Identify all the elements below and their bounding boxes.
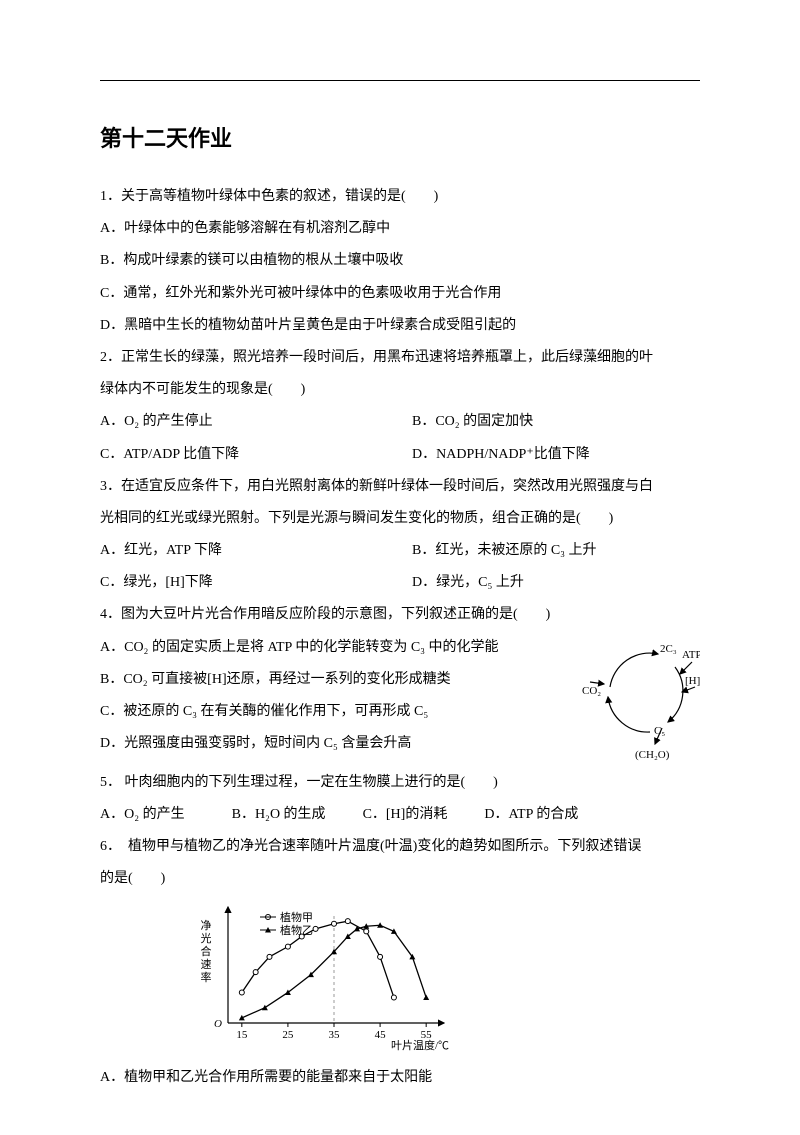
q4-label-ch2o: (CH₂O) (635, 749, 670, 761)
q6-stem-1: 6． 植物甲与植物乙的净光合速率随叶片温度(叶温)变化的趋势如图所示。下列叙述错… (100, 831, 700, 863)
svg-text:45: 45 (375, 1029, 387, 1041)
q5-option-a: A．O₂ 的产生 (100, 807, 185, 822)
svg-text:率: 率 (201, 970, 212, 984)
q1-option-d: D．黑暗中生长的植物幼苗叶片呈黄色是由于叶绿素合成受阻引起的 (100, 310, 700, 342)
q2-option-c: C．ATP/ADP 比值下降 (100, 439, 412, 471)
q2-stem-2: 绿体内不可能发生的现象是( ) (100, 374, 700, 406)
q4-stem: 4．图为大豆叶片光合作用暗反应阶段的示意图，下列叙述正确的是( ) (100, 599, 700, 631)
q3-option-d: D．绿光，C₅ 上升 (412, 567, 700, 599)
page-title: 第十二天作业 (100, 121, 700, 153)
q1-stem: 1．关于高等植物叶绿体中色素的叙述，错误的是( ) (100, 181, 700, 213)
q4-label-h: [H] (685, 675, 700, 687)
q5-stem: 5． 叶肉细胞内的下列生理过程，一定在生物膜上进行的是( ) (100, 767, 700, 799)
svg-text:O: O (214, 1018, 222, 1030)
q3-stem-2: 光相同的红光或绿光照射。下列是光源与瞬间发生变化的物质，组合正确的是( ) (100, 503, 700, 535)
q3-option-c: C．绿光，[H]下降 (100, 567, 412, 599)
svg-text:植物甲: 植物甲 (280, 910, 313, 924)
q1-option-c: C．通常，红外光和紫外光可被叶绿体中的色素吸收用于光合作用 (100, 278, 700, 310)
q5-option-c: C．[H]的消耗 (363, 807, 448, 822)
q4-body: A．CO₂ 的固定实质上是将 ATP 中的化学能转变为 C₃ 中的化学能 B．C… (100, 632, 700, 767)
svg-text:速: 速 (201, 958, 212, 971)
q3-stem-1: 3．在适宜反应条件下，用白光照射离体的新鲜叶绿体一段时间后，突然改用光照强度与白 (100, 471, 700, 503)
q6-chart: O1525354555叶片温度/℃净光合速率植物甲植物乙 (190, 901, 700, 1056)
svg-text:35: 35 (329, 1029, 341, 1041)
q5-options: A．O₂ 的产生 B．H₂O 的生成 C．[H]的消耗 D．ATP 的合成 (100, 799, 700, 831)
q4-option-d: D．光照强度由强变弱时，短时间内 C₅ 含量会升高 (100, 728, 580, 760)
document-page: 第十二天作业 1．关于高等植物叶绿体中色素的叙述，错误的是( ) A．叶绿体中的… (0, 0, 800, 1135)
q5-option-b: B．H₂O 的生成 (232, 807, 326, 822)
top-rule (100, 80, 700, 81)
q2-option-a: A．O₂ 的产生停止 (100, 406, 412, 438)
q5-option-d: D．ATP 的合成 (484, 807, 578, 822)
q2-row-ab: A．O₂ 的产生停止 B．CO₂ 的固定加快 (100, 406, 700, 438)
q2-option-b: B．CO₂ 的固定加快 (412, 406, 700, 438)
q4-label-co2: CO₂ (582, 685, 601, 697)
svg-text:叶片温度/℃: 叶片温度/℃ (391, 1038, 449, 1051)
q2-option-d: D．NADPH/NADP⁺比值下降 (412, 439, 700, 471)
svg-text:15: 15 (236, 1029, 248, 1041)
q4-label-c3: 2C₃ (660, 643, 677, 655)
q3-option-a: A．红光，ATP 下降 (100, 535, 412, 567)
q4-label-atp: ATP (682, 649, 700, 661)
q4-option-c: C．被还原的 C₃ 在有关酶的催化作用下，可再形成 C₅ (100, 696, 580, 728)
q4-label-c5: C₅ (654, 725, 665, 737)
svg-text:净: 净 (201, 918, 212, 932)
svg-text:植物乙: 植物乙 (280, 923, 313, 937)
q4-option-b: B．CO₂ 可直接被[H]还原，再经过一系列的变化形成糖类 (100, 664, 580, 696)
svg-text:光: 光 (201, 931, 212, 945)
q1-option-b: B．构成叶绿素的镁可以由植物的根从土壤中吸收 (100, 245, 700, 277)
q3-option-b: B．红光，未被还原的 C₃ 上升 (412, 535, 700, 567)
q1-option-a: A．叶绿体中的色素能够溶解在有机溶剂乙醇中 (100, 213, 700, 245)
svg-text:25: 25 (282, 1029, 294, 1041)
q6-option-a: A．植物甲和乙光合作用所需要的能量都来自于太阳能 (100, 1062, 700, 1094)
q3-row-ab: A．红光，ATP 下降 B．红光，未被还原的 C₃ 上升 (100, 535, 700, 567)
q3-row-cd: C．绿光，[H]下降 D．绿光，C₅ 上升 (100, 567, 700, 599)
q2-row-cd: C．ATP/ADP 比值下降 D．NADPH/NADP⁺比值下降 (100, 439, 700, 471)
svg-text:合: 合 (201, 944, 212, 958)
q4-diagram: CO₂ 2C₃ ATP [H] C₅ (CH₂O) (580, 632, 700, 767)
q4-option-a: A．CO₂ 的固定实质上是将 ATP 中的化学能转变为 C₃ 中的化学能 (100, 632, 580, 664)
q6-stem-2: 的是( ) (100, 863, 700, 895)
q2-stem-1: 2．正常生长的绿藻，照光培养一段时间后，用黑布迅速将培养瓶罩上，此后绿藻细胞的叶 (100, 342, 700, 374)
